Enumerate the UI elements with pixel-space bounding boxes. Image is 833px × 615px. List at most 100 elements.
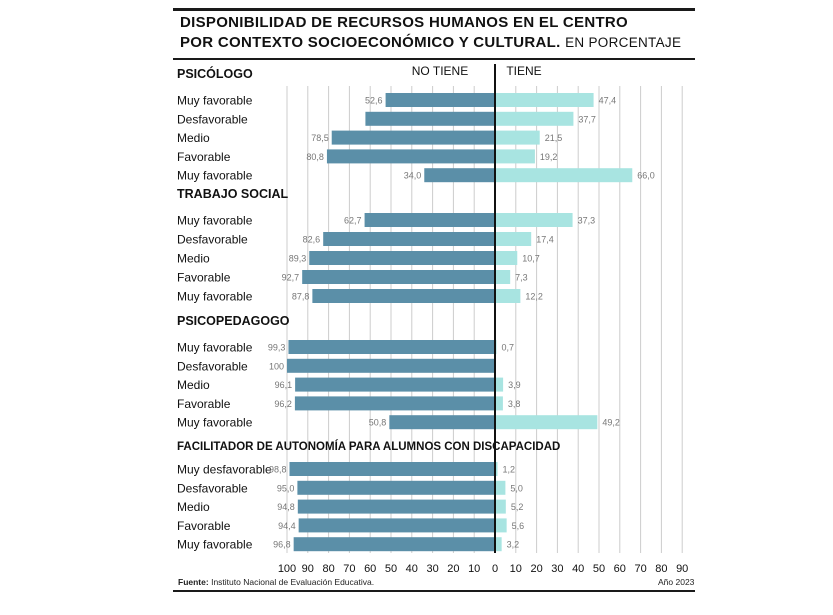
value-label-no-tiene: 96,1: [275, 380, 293, 390]
value-label-no-tiene: 78,5: [311, 133, 329, 143]
x-tick-label: 80: [322, 563, 334, 575]
year-label: Año 2023: [658, 577, 695, 587]
value-label-tiene: 37,7: [578, 114, 596, 124]
category-label: Medio: [177, 500, 210, 514]
value-label-tiene: 0,7: [501, 343, 514, 353]
value-label-no-tiene: 89,3: [289, 254, 307, 264]
category-label: Muy favorable: [177, 169, 253, 183]
value-label-no-tiene: 94,4: [278, 521, 296, 531]
value-label-tiene: 21,5: [545, 133, 563, 143]
value-label-tiene: 12,2: [525, 292, 543, 302]
x-tick-label: 30: [426, 563, 438, 575]
value-label-no-tiene: 87,8: [292, 292, 310, 302]
value-label-no-tiene: 34,0: [404, 171, 422, 181]
bar-no-tiene: [309, 251, 495, 265]
bar-no-tiene: [297, 499, 495, 514]
bar-tiene: [495, 149, 535, 164]
bar-no-tiene: [302, 270, 495, 284]
chart-title-line2: POR CONTEXTO SOCIOECONÓMICO Y CULTURAL. …: [180, 34, 681, 51]
bar-tiene: [495, 232, 532, 246]
bar-tiene: [495, 377, 504, 392]
value-label-tiene: 37,3: [578, 216, 596, 226]
x-tick-label: 20: [530, 563, 542, 575]
category-label: Desfavorable: [177, 233, 248, 247]
x-tick-label: 50: [385, 563, 397, 575]
category-label: Muy favorable: [177, 290, 253, 304]
value-label-no-tiene: 62,7: [344, 216, 362, 226]
value-label-tiene: 19,2: [540, 152, 558, 162]
title-rule: [173, 58, 695, 60]
group-title: PSICÓLOGO: [177, 66, 253, 81]
bar-tiene: [495, 415, 598, 430]
group-title: PSICOPEDAGOGO: [177, 314, 290, 328]
value-label-no-tiene: 95,0: [277, 483, 295, 493]
bar-tiene: [495, 168, 633, 183]
bar-tiene: [495, 289, 521, 303]
x-tick-label: 90: [302, 563, 314, 575]
value-label-no-tiene: 82,6: [303, 235, 321, 245]
x-tick-label: 50: [593, 563, 605, 575]
value-label-no-tiene: 96,2: [274, 399, 292, 409]
category-label: Desfavorable: [177, 481, 248, 495]
x-tick-label: 60: [614, 563, 626, 575]
bar-tiene: [495, 213, 573, 227]
value-label-no-tiene: 99,3: [268, 343, 286, 353]
value-label-no-tiene: 94,8: [277, 502, 295, 512]
value-label-tiene: 3,2: [507, 540, 520, 550]
bar-tiene: [495, 93, 594, 107]
category-label: Desfavorable: [177, 359, 248, 373]
value-label-tiene: 66,0: [637, 171, 655, 181]
bar-no-tiene: [364, 213, 495, 227]
category-label: Muy desfavorable: [177, 463, 272, 477]
value-label-no-tiene: 96,8: [273, 540, 291, 550]
value-label-tiene: 3,8: [508, 399, 521, 409]
bar-no-tiene: [331, 130, 495, 145]
bar-no-tiene: [289, 462, 495, 476]
value-label-no-tiene: 80,8: [306, 152, 324, 162]
bar-no-tiene: [297, 480, 495, 495]
value-label-tiene: 3,9: [508, 380, 521, 390]
x-tick-label: 0: [492, 563, 498, 575]
legend-no-tiene: NO TIENE: [412, 64, 468, 78]
category-label: Favorable: [177, 519, 231, 533]
group-title: TRABAJO SOCIAL: [177, 187, 288, 201]
x-tick-label: 90: [676, 563, 688, 575]
chart-title-unit: EN PORCENTAJE: [565, 35, 682, 50]
bar-no-tiene: [298, 518, 495, 533]
bar-tiene: [495, 396, 503, 411]
bar-no-tiene: [385, 93, 495, 107]
category-label: Medio: [177, 252, 210, 266]
x-tick-label: 10: [468, 563, 480, 575]
bar-no-tiene: [287, 358, 495, 373]
x-tick-label: 10: [510, 563, 522, 575]
category-label: Favorable: [177, 150, 231, 164]
value-label-tiene: 10,7: [522, 254, 540, 264]
group-title: FACILITADOR DE AUTONOMÍA PARA ALUMNOS CO…: [177, 440, 560, 453]
bar-no-tiene: [389, 415, 495, 430]
bar-no-tiene: [288, 340, 495, 354]
value-label-tiene: 1,2: [502, 465, 515, 475]
category-label: Medio: [177, 378, 210, 392]
x-tick-label: 100: [278, 563, 296, 575]
bar-tiene: [495, 480, 506, 495]
x-tick-label: 70: [634, 563, 646, 575]
bar-tiene: [495, 251, 518, 265]
value-label-tiene: 5,6: [512, 521, 525, 531]
x-tick-label: 40: [572, 563, 584, 575]
category-label: Muy favorable: [177, 341, 253, 355]
x-tick-label: 60: [364, 563, 376, 575]
category-label: Muy favorable: [177, 94, 253, 108]
category-label: Muy favorable: [177, 538, 253, 552]
bar-no-tiene: [323, 232, 495, 246]
x-tick-label: 40: [406, 563, 418, 575]
source-label: Fuente:: [178, 577, 209, 587]
bar-no-tiene: [312, 289, 495, 303]
value-label-tiene: 17,4: [536, 235, 554, 245]
bar-tiene: [495, 130, 540, 145]
category-label: Muy favorable: [177, 214, 253, 228]
chart-title-line1: DISPONIBILIDAD DE RECURSOS HUMANOS EN EL…: [180, 14, 629, 31]
bar-tiene: [495, 111, 574, 126]
legend-tiene: TIENE: [506, 64, 541, 78]
bar-tiene: [495, 462, 498, 476]
